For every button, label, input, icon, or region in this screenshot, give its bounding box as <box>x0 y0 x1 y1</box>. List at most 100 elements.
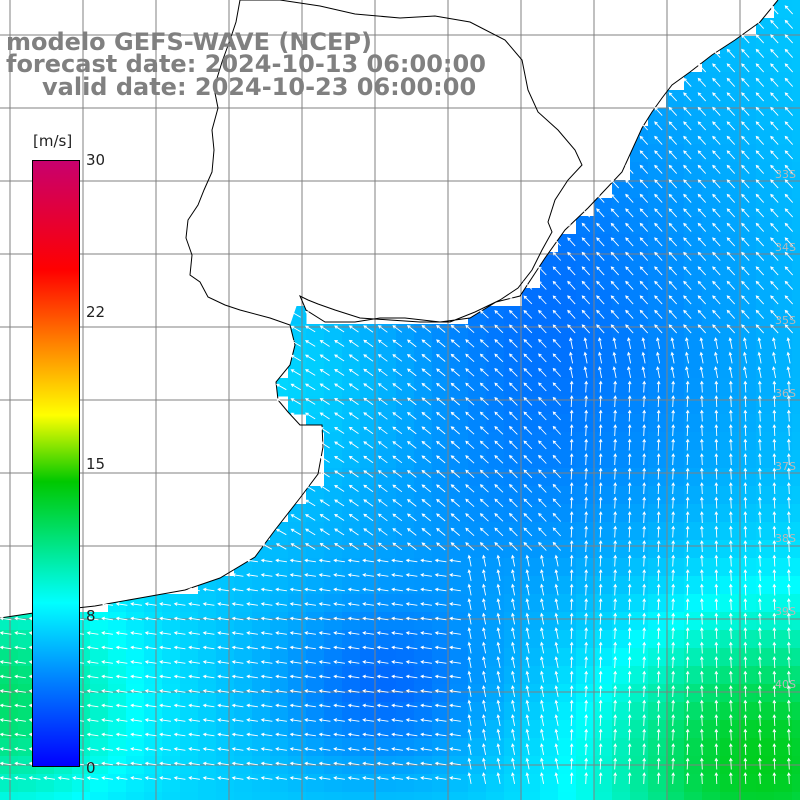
wind-arrow <box>552 338 562 348</box>
wind-arrow <box>304 718 316 722</box>
wind-arrow <box>654 164 663 174</box>
wind-arrow <box>392 368 403 377</box>
wind-arrow <box>770 164 779 174</box>
wind-arrow <box>450 382 460 391</box>
wind-arrow <box>683 222 692 232</box>
wind-arrow <box>334 513 345 521</box>
wind-arrow <box>450 426 460 435</box>
wind-arrow <box>757 569 762 582</box>
wind-arrow <box>290 543 301 550</box>
wind-arrow <box>552 425 562 435</box>
wind-arrow <box>757 728 762 741</box>
wind-arrow <box>598 627 603 640</box>
wind-arrow <box>334 499 345 507</box>
wind-arrow <box>101 703 113 708</box>
wind-arrow <box>289 660 302 664</box>
wind-arrow <box>130 747 142 751</box>
wind-arrow <box>0 718 12 722</box>
wind-arrow <box>712 295 721 305</box>
wind-arrow <box>728 453 733 466</box>
wind-arrow <box>625 208 634 218</box>
wind-arrow <box>465 527 475 537</box>
wind-arrow <box>786 569 791 582</box>
wind-arrow <box>275 616 287 621</box>
wind-arrow <box>392 412 403 420</box>
wind-arrow <box>319 325 330 333</box>
wind-arrow <box>246 674 258 679</box>
wind-arrow <box>525 641 530 654</box>
wind-arrow <box>714 482 719 495</box>
wind-arrow <box>627 743 632 756</box>
wind-arrow <box>784 34 794 44</box>
wind-arrow <box>741 193 750 203</box>
wind-arrow <box>610 309 620 319</box>
wind-arrow <box>581 280 591 290</box>
wind-arrow <box>496 699 501 712</box>
wind-arrow <box>755 164 765 174</box>
wind-arrow <box>654 150 663 160</box>
wind-arrow <box>362 689 374 693</box>
lat-label: 36S <box>775 387 796 400</box>
wind-arrow <box>318 689 331 693</box>
wind-arrow <box>685 467 690 480</box>
wind-arrow <box>391 732 403 737</box>
wind-arrow <box>743 554 748 567</box>
wind-arrow <box>639 309 649 319</box>
wind-arrow <box>450 339 460 348</box>
wind-arrow <box>188 761 200 766</box>
wind-arrow <box>584 467 589 480</box>
wind-arrow <box>467 569 472 581</box>
wind-arrow <box>523 469 533 479</box>
wind-arrow <box>434 573 447 577</box>
wind-arrow <box>479 484 489 493</box>
wind-arrow <box>347 674 360 679</box>
wind-arrow <box>714 743 719 756</box>
wind-arrow <box>115 674 128 679</box>
wind-arrow <box>508 469 518 479</box>
wind-arrow <box>685 453 690 466</box>
wind-arrow <box>362 674 374 679</box>
wind-arrow <box>275 689 287 693</box>
wind-arrow <box>540 583 545 596</box>
wind-arrow <box>656 714 661 727</box>
wind-arrow <box>449 602 461 606</box>
wind-arrow <box>598 424 603 437</box>
wind-arrow <box>642 453 647 466</box>
wind-arrow <box>685 554 690 567</box>
wind-arrow <box>613 598 618 611</box>
wind-arrow <box>434 587 447 592</box>
wind-arrow <box>348 383 359 391</box>
wind-arrow <box>610 237 620 247</box>
wind-arrow <box>275 398 287 405</box>
wind-arrow <box>613 641 618 654</box>
wind-arrow <box>130 718 142 722</box>
wind-arrow <box>685 395 690 408</box>
wind-arrow <box>289 573 302 577</box>
wind-arrow <box>511 757 516 770</box>
wind-arrow <box>743 583 748 596</box>
wind-arrow <box>523 425 533 435</box>
wind-arrow <box>714 438 719 451</box>
wind-arrow <box>741 280 750 290</box>
wind-arrow <box>784 266 794 276</box>
wind-arrow <box>772 380 777 393</box>
wind-arrow <box>508 295 518 305</box>
wind-arrow <box>391 674 403 679</box>
wind-arrow <box>728 656 733 669</box>
wind-arrow <box>392 484 403 493</box>
wind-arrow <box>334 470 345 478</box>
wind-arrow <box>188 718 200 722</box>
wind-arrow <box>523 483 533 493</box>
wind-arrow <box>130 761 142 766</box>
wind-arrow <box>714 424 719 437</box>
wind-arrow <box>772 699 777 712</box>
wind-arrow <box>654 106 663 116</box>
wind-arrow <box>511 641 516 654</box>
wind-arrow <box>697 193 707 203</box>
wind-arrow <box>217 732 229 737</box>
wind-arrow <box>376 558 389 563</box>
wind-arrow <box>726 193 736 203</box>
wind-arrow <box>683 208 692 218</box>
wind-arrow <box>743 743 748 756</box>
wind-arrow <box>584 438 589 451</box>
